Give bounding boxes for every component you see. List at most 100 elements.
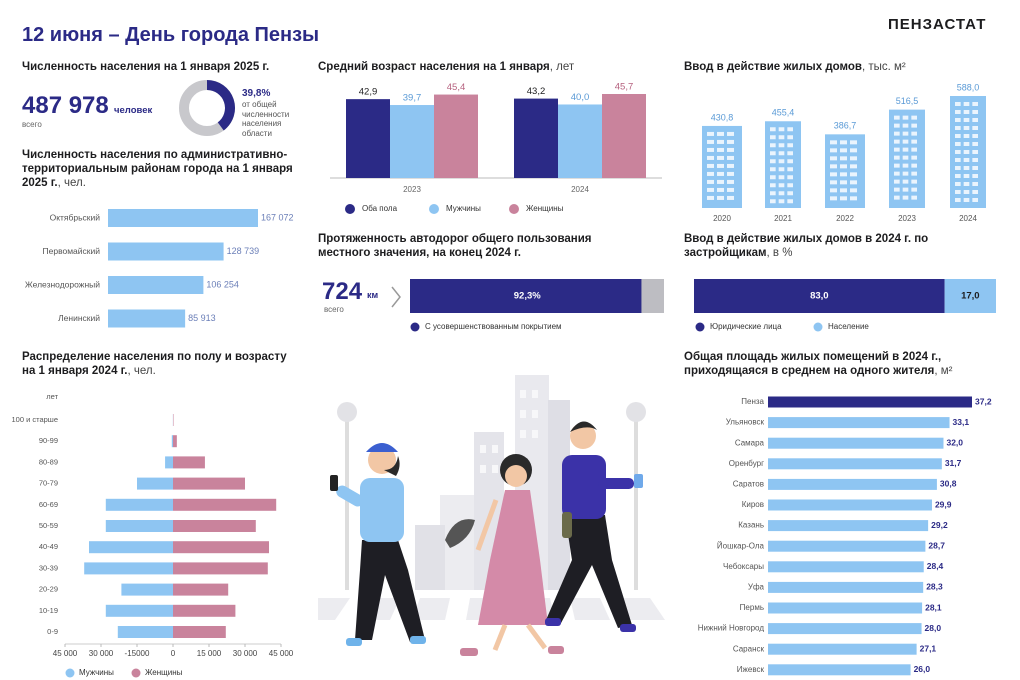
window	[894, 195, 900, 200]
window	[787, 167, 793, 172]
window	[894, 187, 900, 192]
window	[830, 148, 837, 153]
window	[717, 147, 724, 152]
bar	[768, 540, 926, 552]
population-unit: человек	[114, 105, 153, 116]
value-label: 45,7	[615, 82, 634, 93]
window	[707, 195, 714, 200]
window	[955, 118, 961, 122]
value-label: 26,0	[914, 664, 931, 674]
window	[911, 187, 917, 192]
window	[902, 115, 909, 120]
value-label: 29,9	[935, 499, 952, 509]
window	[840, 180, 847, 185]
value-label: 37,2	[975, 396, 992, 406]
window	[840, 148, 847, 153]
legend-label: Мужчины	[79, 668, 114, 677]
window	[972, 110, 978, 114]
window	[972, 182, 978, 186]
bar	[514, 98, 558, 178]
window	[727, 147, 734, 152]
value-label: 455,4	[772, 108, 795, 118]
window	[778, 159, 785, 164]
value-label: 33,1	[953, 417, 970, 427]
value-label: 28,3	[926, 582, 943, 592]
category-label: 40-49	[39, 542, 58, 551]
window	[963, 190, 970, 194]
chart-title: Средний возраст населения на 1 января, л…	[318, 60, 574, 74]
category-label: Октябрьский	[50, 212, 101, 222]
population-title: Численность населения на 1 января 2025 г…	[22, 61, 270, 73]
bar	[768, 643, 917, 655]
window	[770, 159, 776, 164]
window	[787, 159, 793, 164]
window	[727, 163, 734, 168]
window	[902, 187, 909, 192]
legend-marker	[429, 204, 439, 214]
window	[778, 135, 785, 140]
window	[911, 195, 917, 200]
x-tick-label: 45 000	[53, 649, 78, 658]
value-label: 92,3%	[514, 291, 541, 302]
bar-female	[173, 435, 177, 448]
category-label: 20-29	[39, 585, 58, 594]
x-tick-label: 2024	[571, 185, 589, 194]
title-unit: , в %	[766, 247, 793, 259]
window	[707, 171, 714, 176]
value-label: 28,1	[925, 602, 942, 612]
window	[787, 135, 793, 140]
window	[778, 143, 785, 148]
window	[972, 174, 978, 178]
window	[840, 164, 847, 169]
bar	[558, 104, 602, 178]
window	[840, 196, 847, 201]
window	[717, 163, 724, 168]
window	[911, 115, 917, 120]
window	[717, 171, 724, 176]
chart-title: Численность населения по административно…	[22, 148, 297, 190]
window	[850, 140, 857, 145]
bar-female	[173, 520, 256, 532]
window	[902, 123, 909, 128]
window	[963, 150, 970, 154]
category-label: 70-79	[39, 479, 58, 488]
value-label: 43,2	[527, 86, 546, 97]
value-label: 30,8	[940, 479, 957, 489]
legend-label: Мужчины	[446, 204, 481, 213]
window	[902, 147, 909, 152]
window	[902, 155, 909, 160]
bar-female	[173, 456, 205, 469]
window	[911, 163, 917, 168]
category-label: Ленинский	[58, 313, 100, 323]
title-unit: , тыс. м²	[861, 61, 906, 73]
window	[717, 187, 724, 192]
value-label: 28,7	[928, 540, 945, 550]
x-tick-label: -15000	[125, 649, 150, 658]
window	[963, 174, 970, 178]
x-tick-label: 45 000	[269, 649, 294, 658]
donut-share	[206, 80, 235, 131]
window	[902, 139, 909, 144]
window	[902, 171, 909, 176]
window	[972, 134, 978, 138]
window	[911, 155, 917, 160]
window	[778, 151, 785, 156]
bar-male	[105, 498, 173, 511]
window	[778, 167, 785, 172]
bar	[108, 309, 186, 328]
bar	[768, 561, 924, 573]
value-label: 516,5	[896, 96, 919, 106]
legend-marker	[813, 322, 823, 332]
window	[778, 191, 785, 196]
bar	[768, 437, 944, 449]
window	[770, 127, 776, 132]
value-label: 106 254	[206, 279, 239, 289]
window	[963, 118, 970, 122]
category-label: 80-89	[39, 457, 58, 466]
bar	[768, 602, 923, 614]
roads-value: 724	[322, 278, 363, 305]
bar-male	[89, 541, 173, 554]
title-unit: , м²	[934, 365, 953, 377]
bar-segment	[694, 279, 945, 313]
window	[955, 190, 961, 194]
